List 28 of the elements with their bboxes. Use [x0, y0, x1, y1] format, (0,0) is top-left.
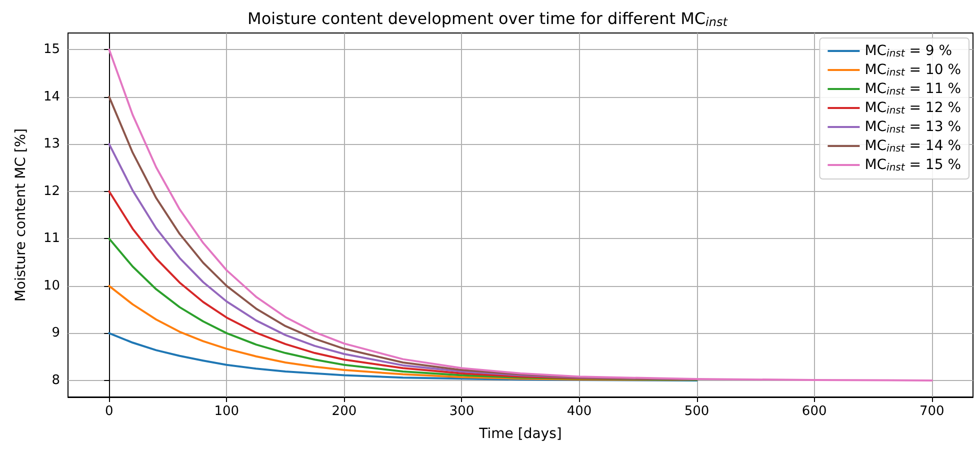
x-axis-title: Time [days] [478, 426, 562, 442]
y-tick-label: 15 [43, 42, 60, 58]
y-tick-label: 8 [52, 372, 60, 388]
y-tick-label: 14 [43, 89, 60, 104]
legend-label: MCinst = 13 % [864, 119, 962, 136]
x-tick-label: 100 [214, 404, 240, 419]
y-tick-label: 11 [43, 231, 60, 246]
legend-label: MCinst = 14 % [864, 138, 962, 154]
x-tick-label: 200 [332, 404, 357, 419]
x-tick-label: 400 [566, 404, 592, 419]
legend-label: MCinst = 12 % [864, 100, 962, 116]
line-series [108, 96, 698, 381]
legend-label: MCinst = 9 % [864, 43, 952, 60]
y-tick-label: 9 [52, 326, 60, 341]
x-tick-label: 300 [449, 404, 474, 419]
y-tick-label: 12 [43, 184, 60, 199]
legend-label: MCinst = 15 % [864, 157, 962, 174]
x-tick-label: 500 [684, 404, 710, 419]
legend-label: MCinst = 11 % [864, 81, 962, 98]
x-tick-label: 0 [104, 404, 114, 419]
line-series [108, 332, 698, 382]
y-axis-title: Moisture content MC [%] [13, 128, 29, 302]
line-series [108, 238, 698, 381]
y-tick-label: 13 [43, 136, 60, 152]
legend-label: MCinst = 10 % [864, 62, 962, 78]
x-tick-label: 600 [802, 404, 827, 419]
y-tick-label: 10 [43, 278, 60, 294]
x-tick-label: 700 [919, 404, 944, 419]
